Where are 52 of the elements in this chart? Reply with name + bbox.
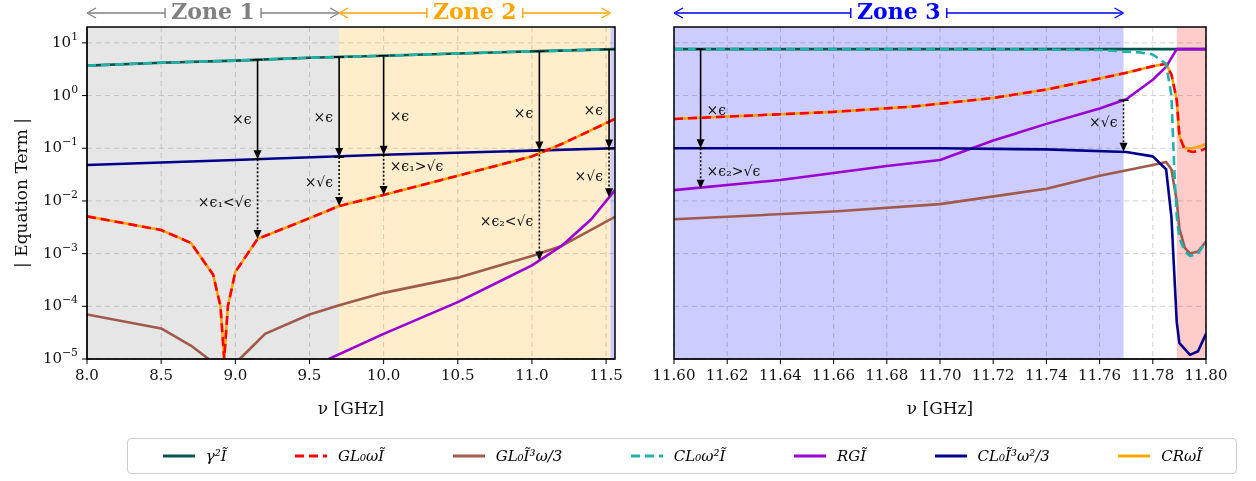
annotation: ×ϵ₁<√ϵ <box>197 194 252 211</box>
annotation: ×ϵ₁>√ϵ <box>389 157 444 174</box>
x-tick-label: 11.68 <box>865 366 909 384</box>
x-tick-label: 10.5 <box>441 366 475 384</box>
y-tick-label: 10$^{−1}$ <box>42 134 78 157</box>
y-tick-label: 10$^{−5}$ <box>42 345 79 367</box>
x-tick-label: 11.0 <box>515 366 549 384</box>
x-tick-label: 11.5 <box>589 366 623 384</box>
y-tick-label: 10$^{−3}$ <box>42 240 79 262</box>
annotation: ×ϵ <box>313 108 334 125</box>
legend-label: CL₀ω²Ĩ <box>673 447 726 465</box>
x-tick-label: 8.0 <box>75 366 99 384</box>
annotation: ×ϵ₂<√ϵ <box>479 212 534 229</box>
annotation: ×ϵ <box>231 110 252 127</box>
y-axis-title: | Equation Term | <box>10 118 31 268</box>
band-label: Zone 2 <box>432 0 517 24</box>
annotation: ×√ϵ <box>304 173 334 190</box>
x-tick-label: 11.64 <box>758 366 802 384</box>
legend-label: GL₀ωĨ <box>338 447 385 465</box>
x-tick-label: 11.62 <box>705 366 749 384</box>
legend-label: CL₀Ĩ³ω²/3 <box>977 447 1050 465</box>
y-tick-label: 10$^{−2}$ <box>42 187 78 209</box>
band-label: Zone 3 <box>856 0 941 24</box>
legend-label: GL₀Ĩ³ω/3 <box>495 447 563 465</box>
annotation: ×ϵ₂>√ϵ <box>706 163 761 180</box>
y-tick-label: 10$^{−4}$ <box>42 292 79 315</box>
x-tick-label: 8.5 <box>149 366 174 384</box>
x-tick-label: 10.0 <box>366 366 401 384</box>
x-tick-label: 11.72 <box>971 366 1015 384</box>
x-tick-label: 11.66 <box>812 366 856 384</box>
x-tick-label: 11.78 <box>1131 366 1175 384</box>
annotation: ×√ϵ <box>1089 114 1118 131</box>
annotation: ×ϵ <box>513 104 534 121</box>
annotation: ×ϵ <box>389 107 410 124</box>
legend-label: γ²Ĩ <box>205 447 227 465</box>
y-tick-label: 10$^{1}$ <box>52 29 78 51</box>
annotation: ×ϵ <box>583 102 604 119</box>
y-tick-label: 10$^{0}$ <box>52 82 79 104</box>
x-tick-label: 11.76 <box>1078 366 1122 384</box>
x-tick-label: 11.74 <box>1024 366 1068 384</box>
x-tick-label: 11.60 <box>652 366 696 384</box>
x-tick-label: 9.0 <box>223 366 248 384</box>
x-tick-label: 9.5 <box>297 366 322 384</box>
legend-label: RGĨ <box>836 447 867 465</box>
annotation: ×√ϵ <box>574 168 604 185</box>
legend-label: CRωĨ <box>1161 447 1203 465</box>
x-axis-title: ν [GHz] <box>317 398 385 418</box>
band-label: Zone 1 <box>171 0 255 24</box>
annotation: ×ϵ <box>706 102 727 119</box>
x-tick-label: 11.70 <box>918 366 962 384</box>
x-tick-label: 11.80 <box>1184 366 1228 384</box>
x-axis-title: ν [GHz] <box>906 398 974 418</box>
